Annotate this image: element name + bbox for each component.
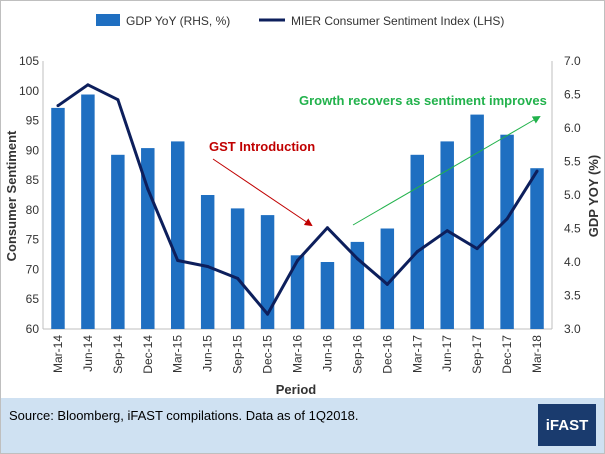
x-tick-label: Jun-14 <box>81 335 95 372</box>
left-tick-label: 80 <box>26 203 40 217</box>
gdp-bar <box>290 255 305 329</box>
x-tick-label: Dec-14 <box>141 335 155 374</box>
right-tick-label: 6.5 <box>564 88 581 102</box>
gdp-bar <box>470 114 484 329</box>
right-tick-label: 7.0 <box>564 54 581 68</box>
source-text: Source: Bloomberg, iFAST compilations. D… <box>9 408 359 423</box>
left-tick-label: 90 <box>26 143 40 157</box>
y-axis-title-left: Consumer Sentiment <box>4 130 19 261</box>
sentiment-point <box>176 259 180 263</box>
gdp-bar <box>81 94 95 329</box>
legend: GDP YoY (RHS, %) MIER Consumer Sentiment… <box>96 14 504 28</box>
sentiment-point <box>355 257 359 261</box>
gdp-bar <box>380 228 395 329</box>
x-tick-label: Jun-15 <box>201 335 215 372</box>
left-tick-label: 100 <box>19 84 39 98</box>
right-axis-ticks: 3.0 3.5 4.0 4.5 5.0 5.5 6.0 6.5 7.0 <box>564 54 581 336</box>
sentiment-point <box>475 247 479 251</box>
right-tick-label: 3.5 <box>564 289 581 303</box>
annotation-growth-recovers: Growth recovers as sentiment improves <box>299 93 547 108</box>
sentiment-point <box>385 282 389 286</box>
left-tick-label: 65 <box>26 292 40 306</box>
x-tick-label: Mar-17 <box>410 335 424 373</box>
annotation-growth-arrow <box>352 115 541 226</box>
sentiment-point <box>236 276 240 280</box>
right-tick-label: 3.0 <box>564 322 581 336</box>
sentiment-point <box>415 250 419 254</box>
gdp-bar <box>350 241 365 329</box>
sentiment-point <box>146 187 150 191</box>
sentiment-point <box>56 104 60 108</box>
annotation-gst-arrow <box>212 158 313 227</box>
legend-swatch-gdp <box>96 14 120 26</box>
gdp-bar <box>410 154 425 329</box>
x-tick-label: Mar-16 <box>291 335 305 373</box>
x-tick-label: Dec-17 <box>500 335 514 374</box>
left-axis-ticks: 60 65 70 75 80 85 90 95 100 105 <box>19 54 39 336</box>
chart: GDP YoY (RHS, %) MIER Consumer Sentiment… <box>4 14 601 397</box>
x-tick-label: Mar-18 <box>530 335 544 373</box>
x-tick-label: Mar-15 <box>171 335 185 373</box>
sentiment-point <box>535 169 539 173</box>
left-tick-label: 75 <box>26 233 40 247</box>
gdp-bar <box>320 262 335 329</box>
x-tick-label: Dec-16 <box>380 335 394 374</box>
gdp-bar <box>51 107 65 330</box>
right-tick-label: 5.0 <box>564 188 581 202</box>
left-tick-label: 85 <box>26 173 40 187</box>
y-axis-title-right: GDP YOY (%) <box>586 155 601 237</box>
gdp-bars <box>51 94 544 330</box>
sentiment-point <box>296 259 299 263</box>
gdp-bar <box>200 195 215 329</box>
x-tick-label: Sep-14 <box>111 335 125 374</box>
sentiment-point <box>325 226 329 230</box>
right-tick-label: 4.5 <box>564 222 581 236</box>
gdp-bar <box>500 134 514 329</box>
sentiment-point <box>266 312 270 316</box>
annotation-gst-introduction: GST Introduction <box>209 139 315 154</box>
x-tick-label: Mar-14 <box>51 335 65 373</box>
sentiment-line-layer <box>56 83 539 316</box>
gdp-bar <box>260 215 275 329</box>
right-tick-label: 5.5 <box>564 155 581 169</box>
x-axis-title: Period <box>276 382 317 397</box>
ifast-logo: iFAST <box>538 404 596 446</box>
sentiment-point <box>206 264 210 268</box>
legend-label-gdp: GDP YoY (RHS, %) <box>126 14 230 28</box>
sentiment-point <box>505 217 509 221</box>
gdp-bar <box>230 208 245 329</box>
x-tick-label: Jun-17 <box>440 335 454 372</box>
gdp-bar <box>170 141 185 329</box>
gdp-bar <box>111 154 125 329</box>
sentiment-point <box>445 229 449 233</box>
x-tick-label: Jun-16 <box>320 335 334 372</box>
right-tick-label: 4.0 <box>564 255 581 269</box>
left-tick-label: 60 <box>26 322 40 336</box>
sentiment-point <box>116 98 120 102</box>
gdp-bar <box>440 141 454 329</box>
x-axis-ticks: Mar-14 Jun-14 Sep-14 Dec-14 Mar-15 Jun-15 Sep-… <box>51 335 544 374</box>
x-tick-label: Sep-17 <box>470 335 484 374</box>
x-tick-label: Dec-15 <box>261 335 275 374</box>
x-tick-label: Sep-16 <box>350 335 364 374</box>
x-tick-label: Sep-15 <box>231 335 245 374</box>
gdp-bar <box>530 168 544 329</box>
source-bar: Source: Bloomberg, iFAST compilations. D… <box>1 398 604 453</box>
left-tick-label: 95 <box>26 114 40 128</box>
right-tick-label: 6.0 <box>564 121 581 135</box>
left-tick-label: 105 <box>19 54 39 68</box>
left-tick-label: 70 <box>26 262 40 276</box>
sentiment-point <box>86 83 90 87</box>
legend-label-sentiment: MIER Consumer Sentiment Index (LHS) <box>291 14 504 28</box>
